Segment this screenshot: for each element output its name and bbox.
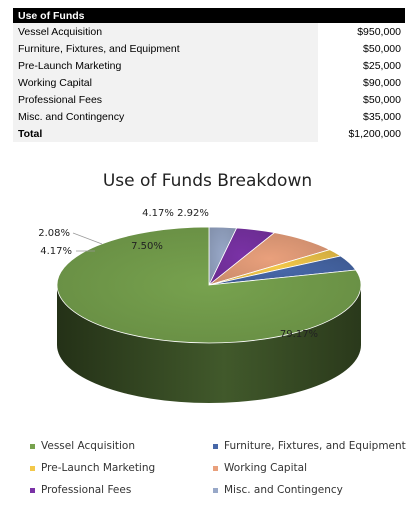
legend-swatch bbox=[213, 443, 218, 449]
total-row: Total $1,200,000 bbox=[13, 125, 405, 142]
data-label: 2.08% bbox=[38, 228, 70, 239]
legend-swatch bbox=[30, 487, 35, 493]
legend-item: Misc. and Contingency bbox=[213, 484, 343, 496]
table-row: Professional Fees $50,000 bbox=[13, 91, 405, 108]
legend-label: Misc. and Contingency bbox=[224, 484, 343, 496]
row-value: $25,000 bbox=[363, 59, 401, 72]
row-label: Working Capital bbox=[13, 74, 318, 91]
table-header: Use of Funds bbox=[13, 8, 405, 23]
row-label: Professional Fees bbox=[13, 91, 318, 108]
table-row: Pre-Launch Marketing $25,000 bbox=[13, 57, 405, 74]
pie-side bbox=[57, 285, 361, 403]
legend-item: Working Capital bbox=[213, 462, 307, 474]
data-label: 4.17% bbox=[40, 246, 72, 257]
legend-label: Vessel Acquisition bbox=[41, 440, 135, 452]
total-label: Total bbox=[13, 125, 318, 142]
row-value: $50,000 bbox=[363, 42, 401, 55]
legend-swatch bbox=[30, 443, 35, 449]
row-label: Pre-Launch Marketing bbox=[13, 57, 318, 74]
chart-title: Use of Funds Breakdown bbox=[102, 171, 313, 191]
legend-label: Professional Fees bbox=[41, 484, 132, 496]
row-label: Misc. and Contingency bbox=[13, 108, 318, 125]
row-label: Vessel Acquisition bbox=[13, 23, 318, 40]
data-label: 2.92% bbox=[177, 208, 209, 219]
row-value: $50,000 bbox=[363, 93, 401, 106]
use-of-funds-table: Use of Funds Vessel Acquisition $950,000 F… bbox=[13, 8, 405, 142]
row-label: Furniture, Fixtures, and Equipment bbox=[13, 40, 318, 57]
legend-swatch bbox=[213, 465, 218, 471]
legend-label: Working Capital bbox=[224, 462, 307, 474]
pie-chart: 79.17%4.17%2.08%7.50%4.17% 2.92% bbox=[38, 208, 362, 403]
data-labels: 79.17%4.17%2.08%7.50%4.17% 2.92% bbox=[38, 208, 318, 340]
row-value: $90,000 bbox=[363, 76, 401, 89]
legend-item: Pre-Launch Marketing bbox=[30, 462, 155, 474]
row-value: $950,000 bbox=[357, 25, 401, 38]
data-label: 7.50% bbox=[131, 241, 163, 252]
row-value: $35,000 bbox=[363, 110, 401, 123]
data-label: 4.17% bbox=[142, 208, 174, 219]
legend-swatch bbox=[213, 487, 218, 493]
table-row: Furniture, Fixtures, and Equipment $50,00… bbox=[13, 40, 405, 57]
table-header-row: Use of Funds bbox=[13, 8, 405, 23]
leader-line bbox=[72, 232, 103, 245]
pie-slice bbox=[56, 226, 362, 344]
table-row: Misc. and Contingency $35,000 bbox=[13, 108, 405, 125]
pie-slice-side bbox=[57, 285, 361, 403]
legend-label: Furniture, Fixtures, and Equipment bbox=[224, 440, 406, 452]
legend-item: Furniture, Fixtures, and Equipment bbox=[213, 440, 406, 452]
legend-swatch bbox=[30, 465, 35, 471]
data-label: 79.17% bbox=[280, 329, 318, 340]
legend-item: Vessel Acquisition bbox=[30, 440, 135, 452]
legend-label: Pre-Launch Marketing bbox=[41, 462, 156, 474]
table-row: Working Capital $90,000 bbox=[13, 74, 405, 91]
total-value: $1,200,000 bbox=[348, 127, 401, 140]
table-row: Vessel Acquisition $950,000 bbox=[13, 23, 405, 40]
legend-item: Professional Fees bbox=[30, 484, 131, 496]
pie-top bbox=[56, 226, 362, 344]
